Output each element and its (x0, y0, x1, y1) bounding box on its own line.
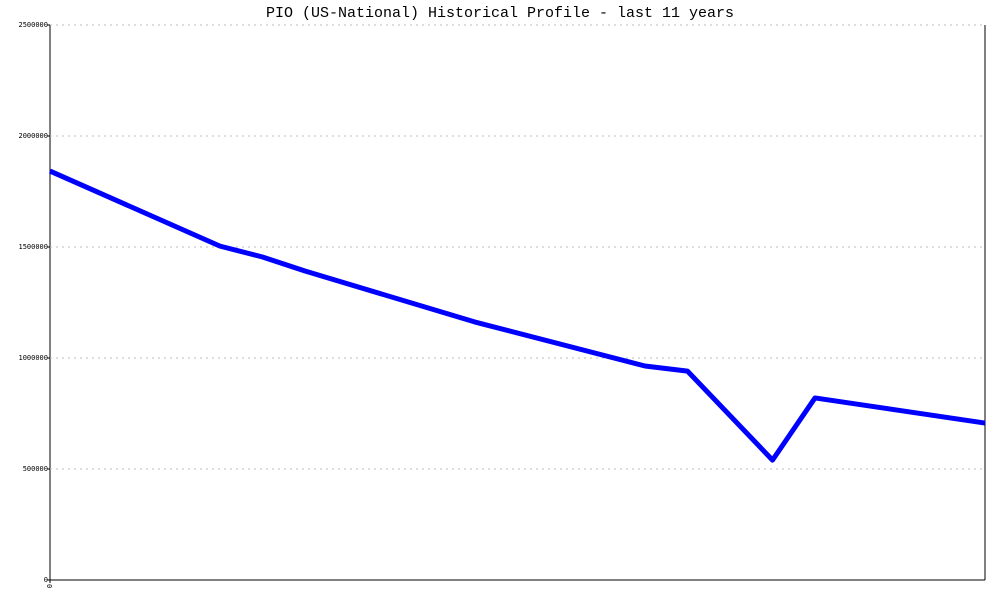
y-tick-label: 1000000 (18, 354, 48, 362)
y-tick-label: 2000000 (18, 132, 48, 140)
y-tick-label: 0 (44, 576, 48, 584)
y-tick-label: 1500000 (18, 243, 48, 251)
y-tick-label: 500000 (23, 465, 48, 473)
chart-title: PIO (US-National) Historical Profile - l… (266, 5, 734, 22)
x-tick-label: 0 (46, 584, 54, 588)
data-line (48, 168, 986, 463)
y-tick-label: 2500000 (18, 21, 48, 29)
